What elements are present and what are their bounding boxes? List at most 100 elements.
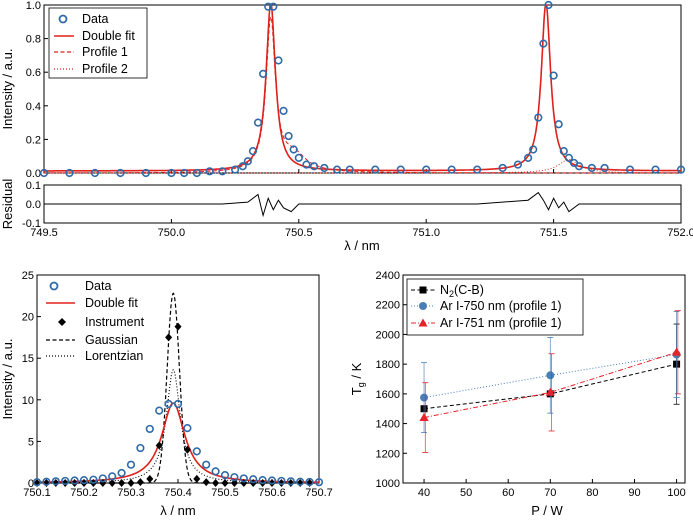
data-point [183, 423, 192, 433]
res-y-tick-label: -0.1 [22, 218, 41, 230]
legend-n2-marker [419, 286, 427, 294]
data-point [211, 467, 220, 476]
legend-data-label: Data [85, 279, 111, 293]
res-x-tick-label: 749.5 [30, 227, 58, 239]
instrument-point [277, 479, 285, 487]
bl-x-tick-label: 750.3 [117, 487, 145, 499]
ar750-point [420, 393, 429, 402]
data-point [205, 167, 214, 176]
bl-y-axis-label: Intensity / a.u. [0, 339, 15, 420]
data-point [65, 168, 74, 178]
data-point [239, 474, 248, 483]
data-point [345, 165, 354, 174]
data-point [544, 0, 553, 10]
bl-x-tick-label: 750.2 [70, 487, 98, 499]
profile2-curve [44, 159, 681, 174]
br-x-tick-label: 100 [667, 487, 685, 499]
data-point [248, 147, 258, 156]
data-point [286, 477, 295, 486]
instrument-point [202, 478, 210, 487]
br-x-tick-label: 80 [586, 487, 598, 499]
bl-y-tick-label: 15 [22, 353, 34, 365]
bl-x-axis-label: λ / nm [160, 503, 195, 518]
br-legend: N2(C-B) Ar I-750 nm (profile 1) Ar I-751… [406, 278, 584, 336]
legend-fit-label: Double fit [82, 29, 135, 43]
res-y-tick-label: 0.1 [26, 180, 41, 192]
data-point [279, 106, 288, 115]
data-point [274, 56, 283, 65]
instrument-point [230, 479, 238, 487]
data-point [243, 157, 252, 166]
legend-instrument-marker [58, 318, 66, 326]
data-point [192, 447, 201, 456]
top-spectrum-plot: 0.0 0.2 0.4 0.6 0.8 1.0 Intensity / a.u. Data… [0, 0, 686, 180]
legend-profile1-label: Profile 1 [82, 45, 128, 59]
data-point [289, 145, 298, 154]
top-y-tick-label: 1.0 [26, 0, 41, 12]
data-point [98, 474, 107, 483]
res-x-tick-label: 750.5 [285, 227, 313, 239]
data-point [332, 165, 342, 174]
data-point [473, 165, 482, 174]
bl-y-tick-label: 25 [22, 270, 34, 282]
instrument-point [146, 474, 154, 483]
data-point [574, 162, 584, 171]
data-point [79, 475, 89, 485]
bl-x-tick-label: 750.5 [211, 487, 239, 499]
instrument-point [183, 445, 191, 454]
data-point [396, 165, 405, 174]
top-x-axis-label: λ / nm [344, 238, 379, 253]
data-point [258, 475, 267, 485]
data-point [108, 472, 117, 481]
data-point [126, 460, 136, 469]
legend-data-marker [58, 14, 68, 24]
data-point [564, 153, 573, 162]
double-fit-curve [36, 402, 319, 484]
bl-y-tick-label: 10 [22, 395, 34, 407]
data-point [302, 160, 311, 169]
br-x-tick-label: 50 [460, 487, 472, 499]
instrument-point [108, 479, 116, 487]
data-point [549, 71, 558, 80]
data-point [116, 168, 125, 178]
res-x-tick-label: 751.5 [540, 227, 568, 239]
top-y-tick-label: 0.6 [26, 67, 41, 79]
data-point [320, 163, 329, 173]
instrument-point [61, 479, 69, 487]
br-x-tick-label: 40 [418, 487, 430, 499]
data-point [534, 113, 543, 122]
br-x-axis-label: P / W [531, 503, 563, 518]
bl-x-tick-label: 750.4 [164, 487, 192, 499]
br-y-tick-label: 1400 [376, 419, 400, 431]
lorentzian-curve [37, 369, 319, 484]
instrument-point [155, 441, 163, 450]
bl-x-tick-label: 750.7 [305, 487, 333, 499]
legend-ar750-marker [419, 302, 427, 310]
data-point [539, 39, 548, 48]
instrument-point [174, 322, 182, 331]
data-point [309, 162, 319, 171]
top-legend: Data Double fit Profile 1 Profile 2 [48, 7, 148, 79]
series-line [423, 351, 677, 419]
data-point [559, 147, 568, 156]
br-y-tick-label: 1600 [376, 389, 400, 401]
instrument-point [221, 479, 229, 487]
ar751-point [671, 347, 682, 356]
bl-y-tick-label: 20 [22, 312, 34, 324]
data-point [651, 165, 660, 174]
double-fit-curve [44, 4, 681, 172]
data-point [90, 168, 100, 178]
data-point [231, 165, 240, 174]
top-y-tick-label: 0.4 [26, 101, 41, 113]
instrument-point [118, 479, 126, 487]
profile1-curve [44, 16, 681, 174]
data-point [202, 460, 211, 469]
residual-plot: 749.5 750.0 750.5 751.0 751.5 752.0 -0.1 0.0 0.1… [0, 179, 693, 253]
data-point [513, 160, 523, 169]
instrument-point [212, 479, 220, 487]
data-point [264, 2, 273, 11]
data-point [267, 476, 277, 485]
legend-gaussian-label: Gaussian [85, 333, 138, 347]
data-point [39, 168, 49, 178]
